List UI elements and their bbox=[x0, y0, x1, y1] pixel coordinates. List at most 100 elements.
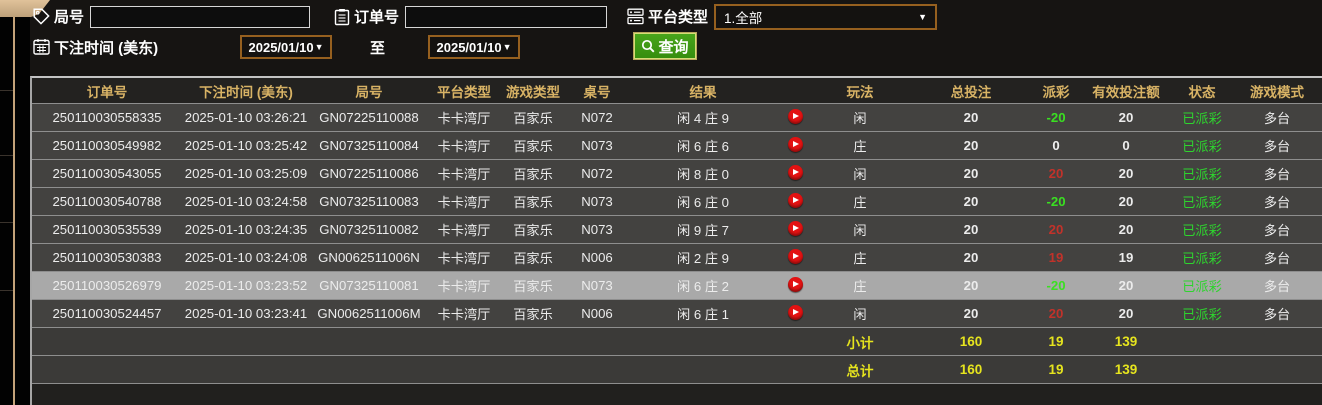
cell-game_no: GN07225110088 bbox=[319, 110, 419, 125]
platform-select[interactable]: 1.全部 ▼ bbox=[714, 3, 938, 30]
game-no-input[interactable] bbox=[90, 5, 311, 28]
platform-selected-value: 1.全部 bbox=[724, 10, 763, 26]
cell-bet_time: 2025-01-10 03:23:41 bbox=[184, 306, 308, 321]
table-row[interactable]: 250110030543055 2025-01-10 03:25:09 GN0722… bbox=[32, 159, 1322, 187]
cell-table_no: N072 bbox=[581, 166, 613, 181]
date-to-picker[interactable]: 2025/01/10 ▼ bbox=[428, 35, 520, 59]
cell-bet_time: 2025-01-10 03:24:35 bbox=[184, 222, 308, 237]
cell-status: 已派彩 bbox=[1182, 223, 1222, 238]
cell-result: 闲 6 庄 6 bbox=[676, 139, 730, 154]
cell-game_no: GN07325110083 bbox=[319, 194, 419, 209]
cell-game_no: GN07325110081 bbox=[319, 278, 419, 293]
cell-payout: 20 bbox=[1048, 222, 1064, 237]
cell-mode: 多台 bbox=[1263, 307, 1291, 322]
play-result-icon[interactable] bbox=[787, 276, 803, 292]
cell-bet_time: 2025-01-10 03:25:42 bbox=[184, 138, 308, 153]
cell-table_no: N072 bbox=[581, 110, 613, 125]
clipboard-icon bbox=[334, 8, 350, 25]
subtotal-row-valid_bet: 139 bbox=[1114, 334, 1138, 349]
play-result-icon[interactable] bbox=[787, 108, 803, 124]
date-range-to-label: 至 bbox=[370, 40, 386, 57]
cell-valid_bet: 0 bbox=[1122, 138, 1130, 153]
cell-game_type: 百家乐 bbox=[513, 223, 553, 238]
filter-row-1: 局号 订单号 平台类型 1.全部 ▼ bbox=[33, 3, 938, 30]
subtotal-row-total_bet: 160 bbox=[959, 334, 983, 349]
cell-total_bet: 20 bbox=[963, 306, 979, 321]
cell-game_no: GN07225110086 bbox=[319, 166, 419, 181]
grand-total-row-label: 总计 bbox=[846, 363, 874, 379]
table-row[interactable]: 250110030535539 2025-01-10 03:24:35 GN0732… bbox=[32, 215, 1322, 243]
caret-down-icon: ▼ bbox=[918, 11, 928, 22]
filter-row-2: 下注时间 (美东) 2025/01/10 ▼ 至 2025/01/10 ▼ 查询 bbox=[33, 32, 1313, 61]
play-result-icon[interactable] bbox=[787, 304, 803, 320]
col-header-status: 状态 bbox=[1188, 84, 1216, 100]
table-row[interactable]: 250110030524457 2025-01-10 03:23:41 GN0062… bbox=[32, 299, 1322, 327]
cell-play bbox=[778, 192, 812, 211]
play-result-icon[interactable] bbox=[787, 248, 803, 264]
col-header-total_bet: 总投注 bbox=[950, 84, 992, 100]
col-header-bet_side: 玩法 bbox=[846, 84, 874, 100]
date-from-picker[interactable]: 2025/01/10 ▼ bbox=[240, 35, 332, 59]
table-row[interactable]: 250110030540788 2025-01-10 03:24:58 GN0732… bbox=[32, 187, 1322, 215]
cell-table_no: N073 bbox=[581, 138, 613, 153]
cell-order_no: 250110030558335 bbox=[52, 110, 162, 125]
search-button[interactable]: 查询 bbox=[633, 32, 697, 60]
cell-play bbox=[778, 108, 812, 127]
table-row[interactable]: 250110030530383 2025-01-10 03:24:08 GN0062… bbox=[32, 243, 1322, 271]
cell-order_no: 250110030549982 bbox=[52, 138, 162, 153]
cell-status: 已派彩 bbox=[1182, 195, 1222, 210]
table-row[interactable]: 250110030526979 2025-01-10 03:23:52 GN0732… bbox=[32, 271, 1322, 299]
grand-total-row-total_bet: 160 bbox=[959, 362, 983, 377]
cell-game_type: 百家乐 bbox=[513, 139, 553, 154]
cell-mode: 多台 bbox=[1263, 223, 1291, 238]
col-header-game_type: 游戏类型 bbox=[506, 84, 560, 100]
search-button-label: 查询 bbox=[658, 38, 689, 56]
play-result-icon[interactable] bbox=[787, 164, 803, 180]
game-no-label: 局号 bbox=[54, 9, 85, 26]
cell-status: 已派彩 bbox=[1182, 111, 1222, 126]
platform-list-icon bbox=[627, 8, 644, 25]
cell-result: 闲 6 庄 0 bbox=[676, 195, 730, 210]
cell-play bbox=[778, 276, 812, 295]
cell-order_no: 250110030526979 bbox=[52, 278, 162, 293]
left-frame-strip bbox=[0, 0, 30, 405]
subtotal-row-label: 小计 bbox=[846, 335, 874, 351]
col-header-table_no: 桌号 bbox=[583, 84, 611, 100]
cell-bet_time: 2025-01-10 03:25:09 bbox=[184, 166, 308, 181]
play-result-icon[interactable] bbox=[787, 220, 803, 236]
table-row[interactable]: 250110030558335 2025-01-10 03:26:21 GN0722… bbox=[32, 103, 1322, 131]
cell-game_type: 百家乐 bbox=[513, 195, 553, 210]
cell-play bbox=[778, 304, 812, 323]
cell-total_bet: 20 bbox=[963, 222, 979, 237]
cell-payout: -20 bbox=[1046, 110, 1066, 125]
cell-game_no: GN0062511006N bbox=[318, 250, 420, 265]
cell-result: 闲 6 庄 1 bbox=[676, 307, 730, 322]
cell-order_no: 250110030543055 bbox=[52, 166, 162, 181]
cell-mode: 多台 bbox=[1263, 279, 1291, 294]
cell-bet_time: 2025-01-10 03:23:52 bbox=[184, 278, 308, 293]
tag-icon bbox=[33, 8, 50, 25]
subtotal-row: 小计 160 19 139 bbox=[32, 327, 1322, 355]
cell-total_bet: 20 bbox=[963, 138, 979, 153]
cell-game_type: 百家乐 bbox=[513, 167, 553, 182]
calendar-icon bbox=[33, 39, 50, 55]
cell-total_bet: 20 bbox=[963, 166, 979, 181]
play-result-icon[interactable] bbox=[787, 192, 803, 208]
cell-result: 闲 6 庄 2 bbox=[676, 279, 730, 294]
cell-bet_side: 庄 bbox=[853, 251, 867, 266]
cell-valid_bet: 20 bbox=[1118, 166, 1134, 181]
col-header-payout: 派彩 bbox=[1042, 84, 1070, 100]
cell-bet_time: 2025-01-10 03:24:08 bbox=[184, 250, 308, 265]
order-no-input[interactable] bbox=[405, 5, 608, 28]
cell-order_no: 250110030530383 bbox=[52, 250, 162, 265]
cell-platform: 卡卡湾厅 bbox=[437, 223, 491, 238]
cell-table_no: N006 bbox=[581, 306, 613, 321]
col-header-result: 结果 bbox=[689, 84, 717, 100]
cell-order_no: 250110030524457 bbox=[52, 306, 162, 321]
cell-valid_bet: 20 bbox=[1118, 222, 1134, 237]
cell-bet_side: 庄 bbox=[853, 139, 867, 154]
cell-play bbox=[778, 136, 812, 155]
bet-time-label: 下注时间 (美东) bbox=[54, 40, 159, 57]
table-row[interactable]: 250110030549982 2025-01-10 03:25:42 GN0732… bbox=[32, 131, 1322, 159]
play-result-icon[interactable] bbox=[787, 136, 803, 152]
